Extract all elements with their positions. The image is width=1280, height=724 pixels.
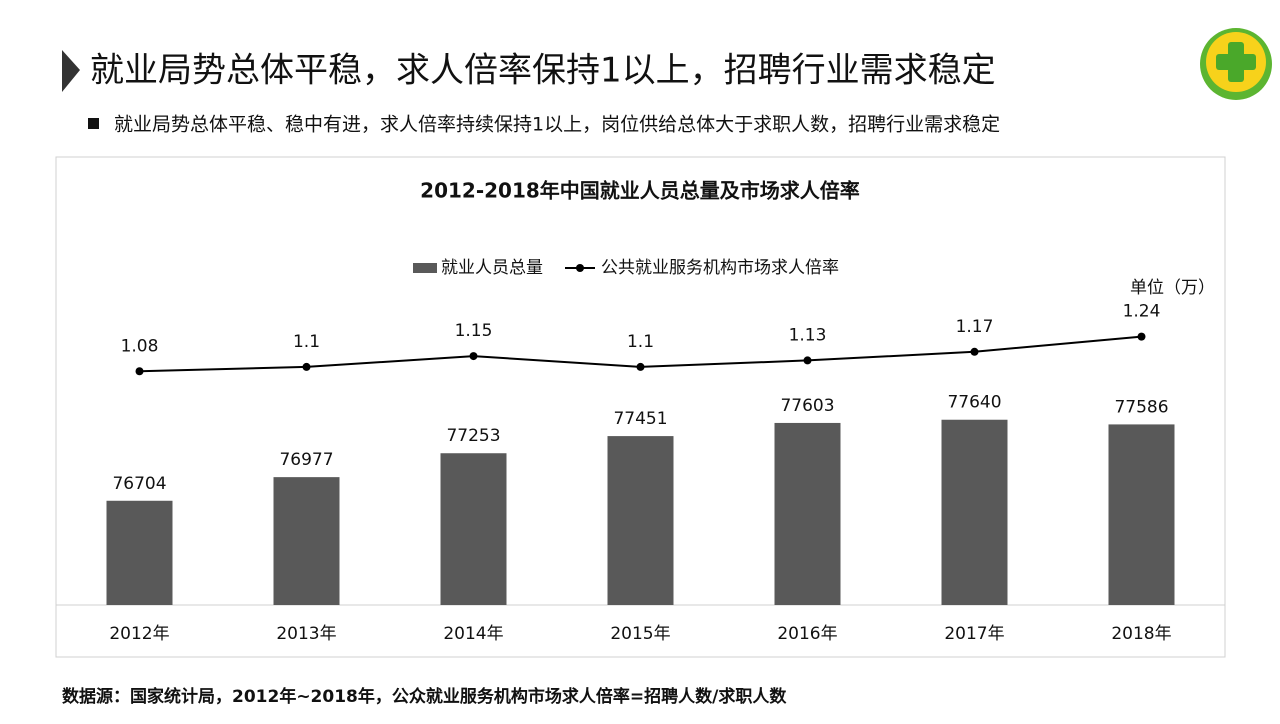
line-point (803, 356, 812, 365)
title-marker (62, 50, 80, 92)
bar-value-label: 76704 (112, 474, 166, 494)
slide-title: 就业局势总体平稳，求人倍率保持1以上，招聘行业需求稳定 (90, 51, 996, 91)
legend-swatch (413, 263, 437, 273)
x-tick-label: 2015年 (610, 624, 670, 644)
line-value-label: 1.1 (293, 332, 320, 352)
bar (440, 453, 507, 605)
line-value-label: 1.15 (455, 321, 493, 341)
bullet-marker (88, 118, 99, 129)
legend-label: 就业人员总量 (441, 258, 543, 278)
chart-title: 2012-2018年中国就业人员总量及市场求人倍率 (420, 179, 860, 203)
line-value-label: 1.08 (121, 336, 159, 356)
logo (1200, 28, 1272, 100)
bar (941, 419, 1008, 605)
x-tick-label: 2016年 (777, 624, 837, 644)
line-point (970, 347, 979, 356)
bar-value-label: 77640 (947, 393, 1001, 413)
line-point (636, 362, 645, 371)
line-point (302, 362, 311, 371)
unit-note: 单位（万） (1130, 278, 1215, 298)
legend-swatch (576, 264, 584, 272)
bar-value-label: 77253 (446, 426, 500, 446)
bar (774, 422, 841, 605)
bar-value-label: 77586 (1114, 397, 1168, 417)
x-tick-label: 2018年 (1111, 624, 1171, 644)
bar-value-label: 77451 (613, 409, 667, 429)
line-value-label: 1.24 (1123, 302, 1161, 322)
bar-value-label: 77603 (780, 396, 834, 416)
legend-label: 公共就业服务机构市场求人倍率 (601, 258, 839, 278)
line-point (1137, 332, 1146, 341)
bullet-text: 就业局势总体平稳、稳中有进，求人倍率持续保持1以上，岗位供给总体大于求职人数，招… (114, 114, 1000, 136)
x-tick-label: 2014年 (443, 624, 503, 644)
chart-frame (55, 156, 1226, 658)
x-tick-label: 2013年 (276, 624, 336, 644)
line-value-label: 1.1 (627, 332, 654, 352)
x-tick-label: 2017年 (944, 624, 1004, 644)
line-value-label: 1.17 (956, 317, 994, 337)
line-value-label: 1.13 (789, 325, 827, 345)
source-note: 数据源：国家统计局，2012年~2018年，公众就业服务机构市场求人倍率=招聘人… (62, 686, 787, 707)
x-tick-label: 2012年 (109, 624, 169, 644)
bar (273, 477, 340, 605)
bar (106, 500, 173, 605)
line-point (469, 352, 478, 361)
line-point (135, 367, 144, 376)
bar-value-label: 76977 (279, 450, 333, 470)
bar (1108, 424, 1175, 605)
bar (607, 436, 674, 605)
